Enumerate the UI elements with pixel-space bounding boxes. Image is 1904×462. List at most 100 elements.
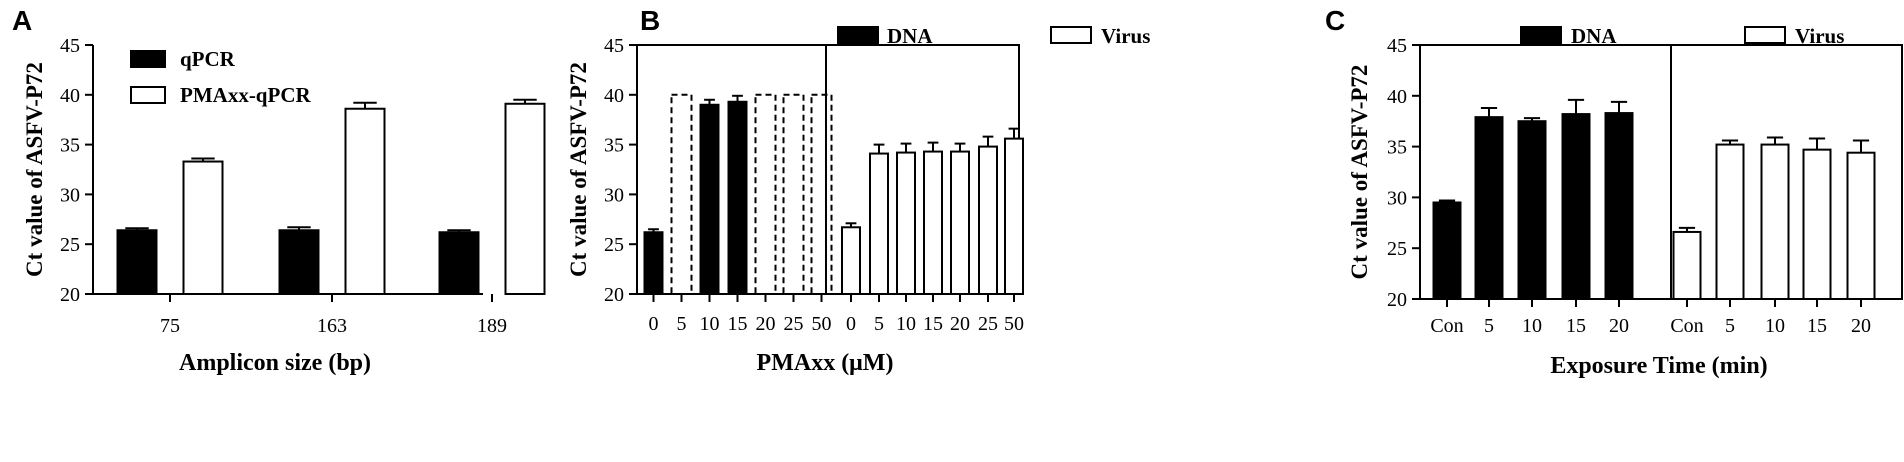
- bar-virus: [1672, 230, 1702, 300]
- bar-qpcr: [278, 229, 320, 295]
- legend-label: DNA: [1571, 24, 1617, 48]
- legend-label: PMAxx-qPCR: [180, 83, 311, 107]
- x-tick-label: 20: [1851, 315, 1871, 337]
- x-tick-label: Con: [1670, 315, 1703, 337]
- x-tick-label: 75: [160, 315, 180, 337]
- legend-swatch: [130, 86, 166, 104]
- bar-virus: [896, 151, 916, 295]
- legend-swatch: [1744, 26, 1786, 44]
- x-tick-label: 15: [1566, 315, 1586, 337]
- x-tick-label: 0: [846, 313, 856, 335]
- bar-pmaxx-qpcr: [504, 102, 546, 295]
- bar-undetected: [754, 93, 777, 295]
- y-tick-label: 40: [60, 85, 80, 107]
- bar-virus: [1760, 143, 1790, 300]
- bar-virus: [923, 150, 943, 295]
- bar-virus: [1802, 148, 1832, 300]
- legend-swatch: [130, 50, 166, 68]
- x-tick-label: 20: [1609, 315, 1629, 337]
- chart-panel-b: B 20 25 30 35 40 45 Ct value of ASFV-P72 PMAxx (…: [566, 5, 1150, 376]
- y-tick-label: 20: [60, 284, 80, 306]
- bar-undetected: [810, 93, 833, 295]
- y-tick-label: 25: [60, 234, 80, 256]
- x-tick-label: 189: [477, 315, 507, 337]
- y-axis-title: Ct value of ASFV-P72: [1347, 65, 1372, 280]
- x-tick-label: 25: [784, 313, 804, 335]
- x-axis-title: Exposure Time (min): [1550, 353, 1767, 379]
- y-tick-label: 40: [604, 85, 624, 107]
- bar-dna: [1432, 201, 1462, 300]
- x-tick-label: 10: [700, 313, 720, 335]
- bar-virus: [1715, 143, 1745, 300]
- chart-panel-c: C 20 25 30 35 40 45 Ct value of ASFV-P72 Exposur…: [1325, 5, 1903, 379]
- y-tick-label: 35: [1387, 137, 1407, 159]
- bar-virus: [869, 152, 889, 295]
- x-tick-label: 15: [1807, 315, 1827, 337]
- y-tick-label: 35: [60, 135, 80, 157]
- legend-label: qPCR: [180, 47, 236, 71]
- x-tick-label: 0: [649, 313, 659, 335]
- legend-swatch: [1520, 26, 1562, 44]
- x-tick-label: 5: [1725, 315, 1735, 337]
- bar-dna: [1561, 113, 1591, 300]
- bar-undetected: [670, 93, 693, 295]
- y-tick-label: 20: [604, 284, 624, 306]
- y-axis-title: Ct value of ASFV-P72: [566, 62, 591, 277]
- x-tick-label: 5: [677, 313, 687, 335]
- x-tick-label: 20: [756, 313, 776, 335]
- x-tick-label: 5: [874, 313, 884, 335]
- y-tick-label: 25: [1387, 238, 1407, 260]
- chart-panel-a: A 20 25 30 35 40 45 Ct value of ASFV-P72 Amplico…: [12, 5, 546, 376]
- y-tick-label: 30: [1387, 187, 1407, 209]
- bar-dna: [1517, 120, 1547, 300]
- legend-label: Virus: [1101, 24, 1150, 48]
- x-tick-label: 10: [1765, 315, 1785, 337]
- x-tick-label: 50: [812, 313, 832, 335]
- y-tick-label: 30: [60, 184, 80, 206]
- legend-label: Virus: [1795, 24, 1844, 48]
- bar-qpcr: [438, 231, 480, 295]
- bar-dna: [699, 103, 720, 296]
- bar-pmaxx-qpcr: [182, 160, 224, 295]
- bar-qpcr: [116, 229, 158, 295]
- x-tick-label: 163: [317, 315, 347, 337]
- bar-virus: [841, 226, 861, 296]
- bar-virus: [1846, 151, 1876, 300]
- y-tick-label: 45: [604, 35, 624, 57]
- bar-undetected: [782, 93, 805, 295]
- y-tick-label: 40: [1387, 86, 1407, 108]
- bar-dna: [1474, 116, 1504, 300]
- bar-dna: [727, 100, 748, 295]
- panel-letter: B: [640, 5, 660, 36]
- x-axis-title: PMAxx (μM): [757, 350, 894, 376]
- y-tick-label: 45: [1387, 35, 1407, 57]
- bar-pmaxx-qpcr: [344, 107, 386, 295]
- x-axis-title: Amplicon size (bp): [179, 350, 371, 376]
- panel-letter: C: [1325, 5, 1345, 36]
- x-tick-label: 25: [978, 313, 998, 335]
- legend-swatch: [1050, 26, 1092, 44]
- bar-dna: [643, 231, 664, 295]
- plot-frame: [1419, 44, 1903, 300]
- x-tick-label: 15: [728, 313, 748, 335]
- x-tick-label: Con: [1430, 315, 1463, 337]
- legend-label: DNA: [887, 24, 933, 48]
- y-tick-label: 35: [604, 135, 624, 157]
- x-tick-label: 15: [923, 313, 943, 335]
- x-tick-label: 5: [1484, 315, 1494, 337]
- x-tick-label: 50: [1004, 313, 1024, 335]
- y-tick-label: 30: [604, 184, 624, 206]
- legend-swatch: [837, 26, 879, 44]
- x-tick-label: 10: [1522, 315, 1542, 337]
- bar-virus: [950, 150, 970, 295]
- bar-virus: [1004, 137, 1024, 295]
- x-tick-label: 20: [950, 313, 970, 335]
- y-tick-label: 20: [1387, 289, 1407, 311]
- y-tick-label: 45: [60, 35, 80, 57]
- x-tick-label: 10: [896, 313, 916, 335]
- bar-dna: [1604, 112, 1634, 300]
- bar-virus: [978, 145, 998, 295]
- panel-letter: A: [12, 5, 32, 36]
- y-axis-title: Ct value of ASFV-P72: [22, 62, 47, 277]
